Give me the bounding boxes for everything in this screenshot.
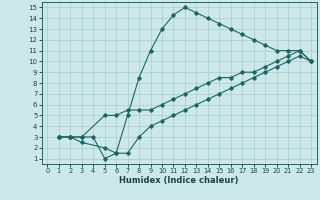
X-axis label: Humidex (Indice chaleur): Humidex (Indice chaleur)	[119, 176, 239, 185]
